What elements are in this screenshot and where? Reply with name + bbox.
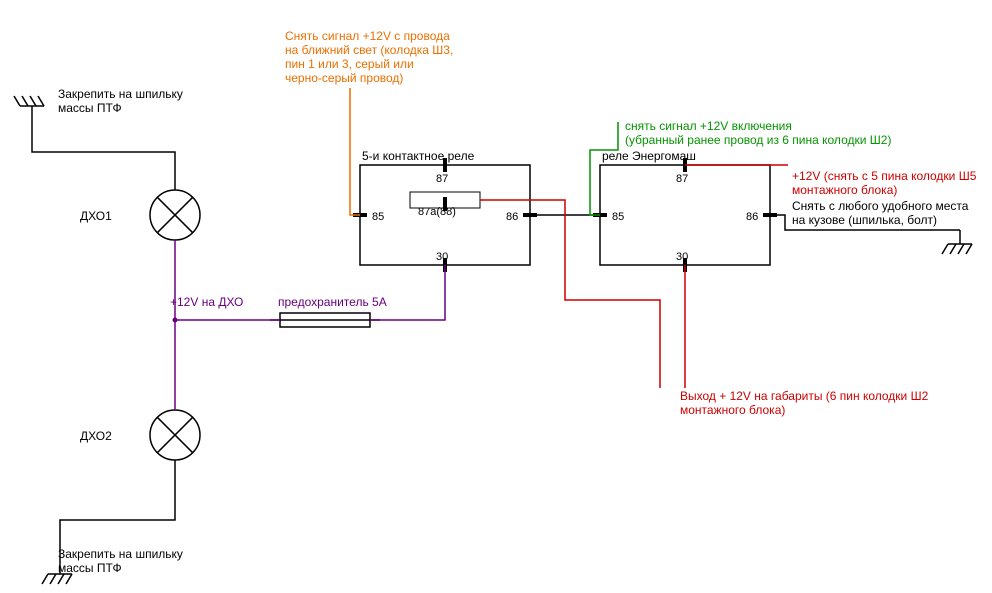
svg-text:Закрепить на шпильку: Закрепить на шпильку — [58, 547, 183, 561]
svg-text:Снять сигнал +12V с провода: Снять сигнал +12V с провода — [285, 29, 450, 43]
svg-text:массы ПТФ: массы ПТФ — [58, 561, 122, 575]
svg-text:черно-серый провод): черно-серый провод) — [285, 71, 403, 85]
svg-text:на кузове (шпилька, болт): на кузове (шпилька, болт) — [792, 213, 937, 227]
circuit-diagram: ДХО1ДХО2Закрепить на шпилькумассы ПТФЗак… — [0, 0, 992, 593]
svg-text:Закрепить на шпильку: Закрепить на шпильку — [58, 87, 183, 101]
svg-text:ДХО1: ДХО1 — [80, 209, 112, 223]
svg-text:85: 85 — [612, 211, 624, 223]
svg-text:снять сигнал +12V включения: снять сигнал +12V включения — [625, 119, 792, 133]
svg-text:на ближний свет (колодка Ш3,: на ближний свет (колодка Ш3, — [285, 43, 453, 57]
svg-text:30: 30 — [436, 251, 448, 263]
svg-text:87: 87 — [436, 173, 448, 185]
svg-text:86: 86 — [506, 211, 518, 223]
svg-text:монтажного блока): монтажного блока) — [792, 183, 897, 197]
svg-text:реле Энергомаш: реле Энергомаш — [602, 149, 696, 163]
svg-text:30: 30 — [676, 251, 688, 263]
svg-text:массы ПТФ: массы ПТФ — [58, 101, 122, 115]
svg-text:87a(88): 87a(88) — [418, 206, 456, 218]
svg-text:+12V на ДХО: +12V на ДХО — [170, 295, 243, 309]
svg-text:ДХО2: ДХО2 — [80, 429, 112, 443]
svg-text:+12V (снять с 5 пина колодки Ш: +12V (снять с 5 пина колодки Ш5 — [792, 169, 977, 183]
svg-text:пин 1 или 3, серый или: пин 1 или 3, серый или — [285, 57, 414, 71]
svg-text:87: 87 — [676, 173, 688, 185]
svg-text:5-и контактное реле: 5-и контактное реле — [362, 149, 475, 163]
svg-text:Снять с любого удобного места: Снять с любого удобного места — [792, 199, 969, 213]
svg-text:монтажного блока): монтажного блока) — [680, 403, 785, 417]
svg-text:85: 85 — [372, 211, 384, 223]
svg-text:86: 86 — [746, 211, 758, 223]
svg-text:(убранный ранее провод из 6 пи: (убранный ранее провод из 6 пина колодки… — [625, 133, 891, 147]
svg-text:Выход + 12V на габариты (6 пин: Выход + 12V на габариты (6 пин колодки Ш… — [680, 389, 929, 403]
svg-text:предохранитель 5А: предохранитель 5А — [278, 295, 387, 309]
